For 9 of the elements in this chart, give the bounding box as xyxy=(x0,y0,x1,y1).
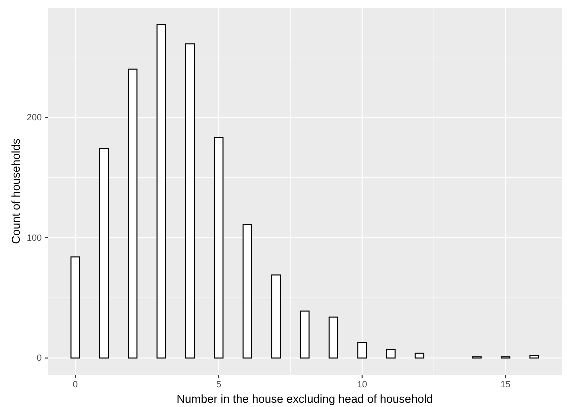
y-tick-label: 200 xyxy=(26,112,42,122)
x-tick-label: 5 xyxy=(216,379,222,390)
y-tick-label: 100 xyxy=(26,232,42,243)
x-tick-label: 10 xyxy=(357,379,368,390)
x-tick-label: 0 xyxy=(73,379,78,390)
y-tick-label: 0 xyxy=(36,353,42,364)
x-axis-title: Number in the house excluding head of household xyxy=(176,394,434,406)
x-tick-label: 15 xyxy=(500,379,511,390)
y-axis-title: Count of households xyxy=(11,138,23,244)
